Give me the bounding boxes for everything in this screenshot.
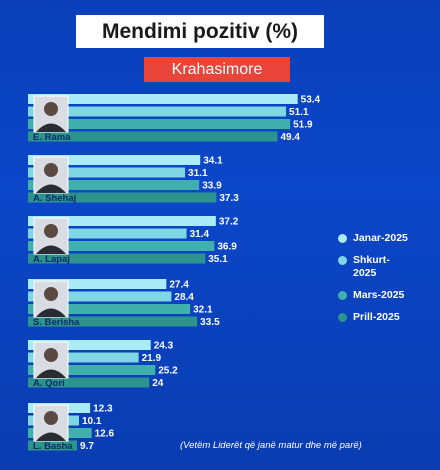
avatar-body: [36, 369, 66, 378]
bar: [28, 216, 216, 226]
bar: [28, 119, 291, 129]
category-label: A. Qori: [33, 378, 65, 389]
legend-label: Janar-2025: [353, 232, 408, 244]
category-label: E. Rama: [33, 132, 71, 143]
bar: [28, 180, 200, 190]
bar: [28, 106, 287, 117]
avatar-body: [36, 184, 66, 193]
avatar-body: [36, 432, 66, 441]
data-label: 9.7: [80, 441, 94, 452]
chart-subtitle: Krahasimore: [144, 57, 290, 82]
data-label: 24: [152, 378, 164, 389]
category-label: A. Lapaj: [33, 254, 70, 265]
bar: [28, 352, 139, 363]
data-label: 51.1: [289, 107, 309, 118]
data-label: 49.4: [280, 132, 300, 143]
bar: [28, 279, 167, 289]
avatar-head: [44, 102, 58, 116]
data-label: 37.3: [219, 193, 239, 204]
legend-label: Mars-2025: [353, 289, 405, 301]
data-label: 53.4: [301, 95, 321, 106]
legend-swatch: [338, 313, 347, 322]
legend-swatch: [338, 234, 347, 243]
data-label: 36.9: [217, 242, 237, 253]
avatar-head: [44, 163, 58, 177]
bar: [28, 192, 217, 203]
avatar-body: [36, 245, 66, 254]
data-label: 32.1: [193, 305, 213, 316]
legend-item: Janar-2025: [338, 232, 438, 245]
bar: [28, 291, 172, 302]
data-label: 25.2: [158, 366, 178, 377]
data-label: 51.9: [293, 120, 313, 131]
bar: [28, 228, 187, 239]
bar: [28, 131, 278, 142]
legend-item: Shkurt-2025: [338, 254, 438, 280]
data-label: 31.4: [190, 229, 210, 240]
data-label: 10.1: [82, 416, 102, 427]
data-label: 27.4: [169, 280, 189, 291]
category-label: A. Shehaj: [33, 193, 76, 204]
bar: [28, 340, 151, 350]
category-label: S. Berisha: [33, 317, 80, 328]
data-label: 28.4: [174, 292, 194, 303]
avatar-head: [44, 348, 58, 362]
bar: [28, 253, 206, 264]
footnote: (Vetëm Liderët që janë matur dhe më parë…: [180, 440, 362, 451]
data-label: 24.3: [154, 341, 174, 352]
bar: [28, 365, 156, 375]
bar: [28, 316, 198, 327]
avatar-head: [44, 411, 58, 425]
bar: [28, 167, 186, 178]
data-label: 31.1: [188, 168, 208, 179]
category-label: L. Basha: [33, 441, 73, 452]
data-label: 21.9: [142, 353, 162, 364]
data-label: 34.1: [203, 156, 223, 167]
legend-swatch: [338, 256, 347, 265]
data-label: 12.3: [93, 404, 113, 415]
bar: [28, 440, 77, 451]
avatar-head: [44, 224, 58, 238]
bar: [28, 304, 191, 314]
data-label: 33.9: [202, 181, 222, 192]
legend-swatch: [338, 291, 347, 300]
avatar-body: [36, 123, 66, 132]
data-label: 33.5: [200, 317, 220, 328]
chart-title: Mendimi pozitiv (%): [76, 15, 324, 48]
avatar-body: [36, 308, 66, 317]
legend-item: Mars-2025: [338, 289, 438, 302]
bar: [28, 377, 150, 388]
legend-item: Prill-2025: [338, 311, 438, 324]
data-label: 37.2: [219, 217, 239, 228]
legend-label: Shkurt-2025: [353, 254, 390, 279]
data-label: 35.1: [208, 254, 228, 265]
legend: Janar-2025 Shkurt-2025 Mars-2025 Prill-2…: [338, 232, 438, 333]
legend-label: Prill-2025: [353, 311, 400, 323]
avatar-head: [44, 287, 58, 301]
bar: [28, 241, 215, 251]
data-label: 12.6: [95, 429, 115, 440]
bar: [28, 94, 298, 104]
bar: [28, 155, 201, 165]
